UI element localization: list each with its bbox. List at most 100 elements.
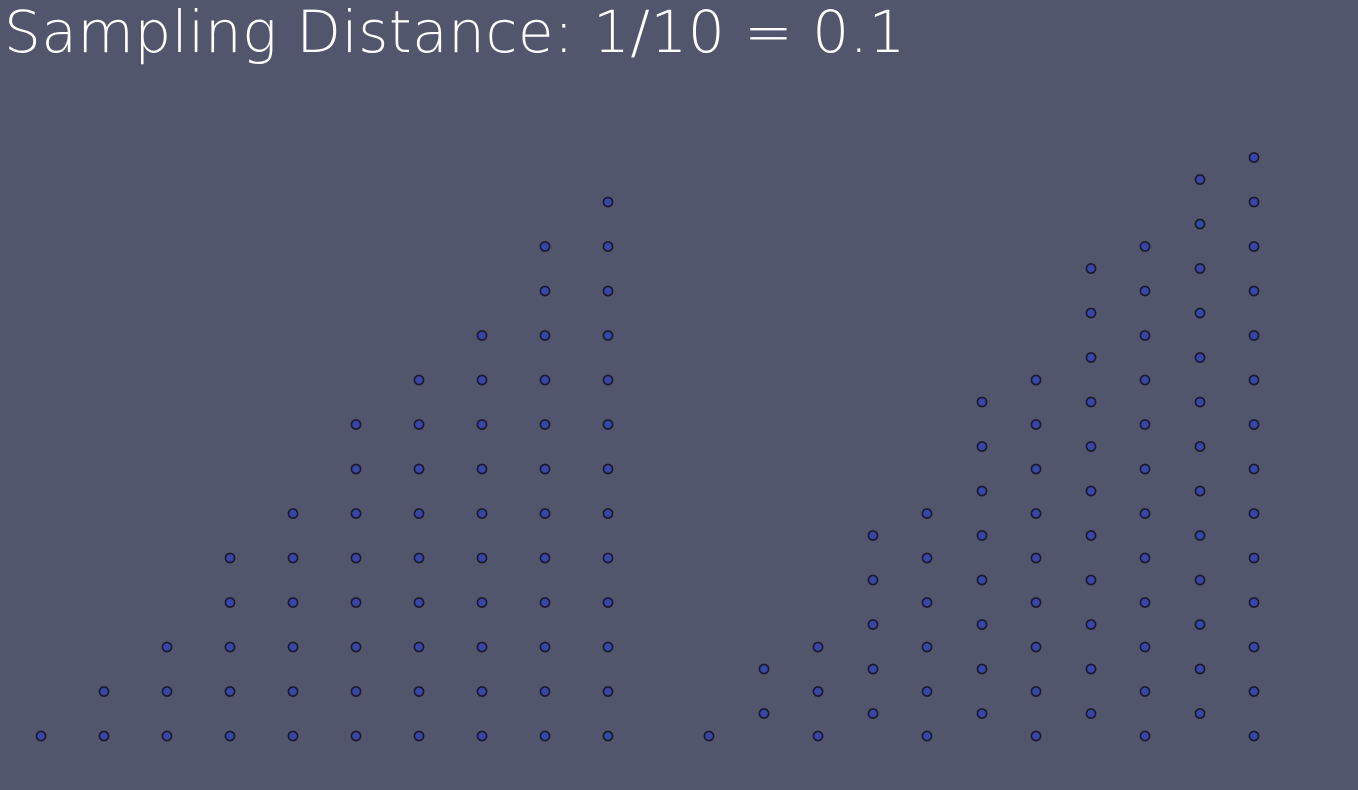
sample-point [602, 241, 614, 252]
sample-point [1030, 508, 1042, 519]
sample-point [921, 597, 933, 608]
sample-point [350, 730, 362, 742]
sample-point [161, 730, 173, 742]
sample-point [539, 597, 551, 608]
sample-point [539, 641, 551, 653]
sample-point [350, 552, 362, 564]
sample-point [161, 641, 173, 653]
sample-point [1248, 730, 1260, 742]
sample-point [921, 641, 933, 653]
sample-point [602, 419, 614, 430]
sample-point [539, 463, 551, 475]
sample-point [1139, 597, 1151, 608]
sample-point [1248, 330, 1260, 341]
sample-point [350, 419, 362, 430]
sample-point [602, 508, 614, 519]
sample-point [1194, 352, 1206, 363]
sample-point [1248, 552, 1260, 564]
sample-point [413, 597, 425, 608]
sample-point [287, 641, 299, 653]
sample-point [539, 552, 551, 564]
sample-point [976, 530, 988, 541]
sample-point [413, 552, 425, 564]
sample-point [413, 419, 425, 430]
sample-point [867, 708, 879, 719]
sample-point [476, 374, 488, 386]
sample-point [413, 686, 425, 697]
sample-point [812, 641, 824, 653]
sample-point [921, 508, 933, 519]
sample-point [1139, 508, 1151, 519]
sample-point [1030, 419, 1042, 430]
sample-point [1139, 419, 1151, 430]
sample-point [1085, 396, 1097, 408]
sample-point [976, 396, 988, 408]
sample-point [602, 730, 614, 742]
sample-point [539, 330, 551, 341]
sample-point [1194, 574, 1206, 586]
sample-point [867, 663, 879, 675]
sample-point [1248, 196, 1260, 208]
sample-point [1085, 574, 1097, 586]
sample-point [1194, 307, 1206, 319]
sample-point [224, 641, 236, 653]
sample-point [476, 463, 488, 475]
sample-point [1194, 663, 1206, 675]
sample-point [602, 374, 614, 386]
sample-point [812, 730, 824, 742]
sample-point [867, 619, 879, 630]
sample-point [1030, 463, 1042, 475]
sample-point [1248, 597, 1260, 608]
sample-point [1139, 552, 1151, 564]
sample-point [1085, 530, 1097, 541]
sample-point [921, 552, 933, 564]
sample-point [476, 641, 488, 653]
sample-point [413, 463, 425, 475]
sample-point [476, 330, 488, 341]
sample-point [1139, 686, 1151, 697]
sample-point [1085, 663, 1097, 675]
sample-point [1030, 374, 1042, 386]
sample-point [350, 508, 362, 519]
sample-point [867, 530, 879, 541]
sample-point [1248, 463, 1260, 475]
sample-point [1194, 263, 1206, 274]
sample-point [1085, 352, 1097, 363]
sample-point [1248, 285, 1260, 297]
sample-point [161, 686, 173, 697]
sample-point [1194, 396, 1206, 408]
sample-point [921, 730, 933, 742]
sample-point [350, 597, 362, 608]
sample-point [1194, 530, 1206, 541]
sample-point [287, 508, 299, 519]
sample-point [539, 285, 551, 297]
sample-point [1139, 641, 1151, 653]
sample-point [35, 730, 47, 742]
sample-point [350, 463, 362, 475]
sample-point [1085, 307, 1097, 319]
sample-point [1030, 730, 1042, 742]
sample-point [1030, 552, 1042, 564]
sample-point [1085, 441, 1097, 452]
sample-point [1139, 330, 1151, 341]
sample-point [1194, 174, 1206, 185]
sample-point [976, 574, 988, 586]
right-staircase [703, 152, 1260, 742]
sample-point [224, 686, 236, 697]
sample-point [1194, 218, 1206, 230]
sample-point [476, 419, 488, 430]
sample-point [1248, 374, 1260, 386]
sample-point [1139, 374, 1151, 386]
sample-point [976, 485, 988, 497]
sample-point [476, 508, 488, 519]
sample-point [476, 552, 488, 564]
sample-point [602, 196, 614, 208]
sample-point [1139, 241, 1151, 252]
sample-point [1139, 463, 1151, 475]
sample-point [539, 374, 551, 386]
sample-point [476, 730, 488, 742]
sample-point [224, 552, 236, 564]
sample-point [602, 463, 614, 475]
sample-point [413, 374, 425, 386]
